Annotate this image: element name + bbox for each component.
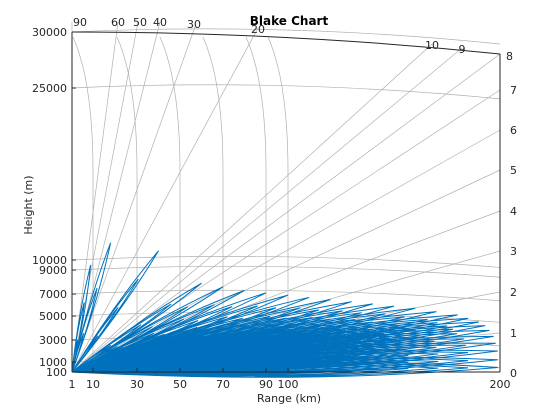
- coverage-lobes: [71, 242, 498, 378]
- elevation-ray: [71, 53, 501, 373]
- x-tick-label: 90: [259, 378, 273, 391]
- x-tick-label: 50: [173, 378, 187, 391]
- y-tick-label: 9000: [39, 264, 67, 277]
- top-boundary-line: [71, 31, 501, 55]
- y-tick-label: 1000: [39, 356, 67, 369]
- elevation-angle-label: 8: [506, 50, 513, 63]
- elevation-angle-label: 20: [251, 23, 265, 36]
- y-axis-label: Height (m): [22, 175, 35, 234]
- height-gridline: [71, 28, 501, 45]
- elevation-angle-label: 40: [153, 16, 167, 29]
- elevation-ray: [71, 43, 433, 373]
- elevation-angle-label: 7: [510, 84, 517, 97]
- height-gridline: [71, 265, 501, 278]
- range-gridline: [267, 36, 289, 372]
- elevation-angle-label: 4: [510, 205, 517, 218]
- x-tick-label: 1: [69, 378, 76, 391]
- y-tick-label: 100: [46, 366, 67, 379]
- grid: [71, 21, 501, 373]
- coverage-lobe: [71, 286, 224, 373]
- x-tick-label: 200: [490, 378, 511, 391]
- elevation-ray: [71, 21, 119, 373]
- y-tick-label: 5000: [39, 310, 67, 323]
- x-tick-label: 10: [86, 378, 100, 391]
- elevation-angle-label: 9: [459, 43, 466, 56]
- elevation-ray: [71, 47, 463, 373]
- elevation-angle-label: 2: [510, 286, 517, 299]
- coverage-lobe: [71, 242, 112, 373]
- axes: [71, 31, 501, 373]
- x-tick-label: 100: [278, 378, 299, 391]
- elevation-angle-label: 6: [510, 124, 517, 137]
- y-tick-label: 30000: [32, 26, 67, 39]
- x-axis-label: Range (km): [257, 392, 321, 405]
- elevation-ray: [71, 27, 259, 373]
- coverage-lobe: [71, 250, 159, 373]
- elevation-ray: [71, 23, 197, 373]
- elevation-ray: [71, 169, 501, 373]
- elevation-angle-label: 0: [510, 367, 517, 380]
- coverage-lobe: [71, 361, 498, 378]
- height-gridline: [71, 256, 501, 268]
- range-gridline: [245, 36, 267, 372]
- elevation-angle-label: 1: [510, 327, 517, 340]
- elevation-angle-label: 30: [187, 18, 201, 31]
- elevation-angle-label: 5: [510, 164, 517, 177]
- elevation-angle-label: 90: [73, 16, 87, 29]
- coverage-lobe: [71, 282, 202, 373]
- y-tick-label: 10000: [32, 254, 67, 267]
- height-gridline: [71, 84, 501, 100]
- elevation-ray: [71, 129, 501, 373]
- range-gridline: [72, 36, 94, 372]
- elevation-angle-label: 60: [111, 16, 125, 29]
- y-tick-label: 3000: [39, 334, 67, 347]
- x-tick-label: 30: [130, 378, 144, 391]
- range-gridline: [159, 36, 181, 372]
- chart-title: Blake Chart: [250, 14, 329, 28]
- elevation-angle-label: 3: [510, 245, 517, 258]
- elevation-angle-label: 10: [425, 39, 439, 52]
- elevation-angle-label: 50: [133, 16, 147, 29]
- range-gridline: [202, 36, 224, 372]
- range-gridline: [116, 36, 138, 372]
- height-gridline: [71, 289, 501, 302]
- y-tick-label: 25000: [32, 82, 67, 95]
- x-tick-label: 70: [216, 378, 230, 391]
- y-tick-label: 7000: [39, 288, 67, 301]
